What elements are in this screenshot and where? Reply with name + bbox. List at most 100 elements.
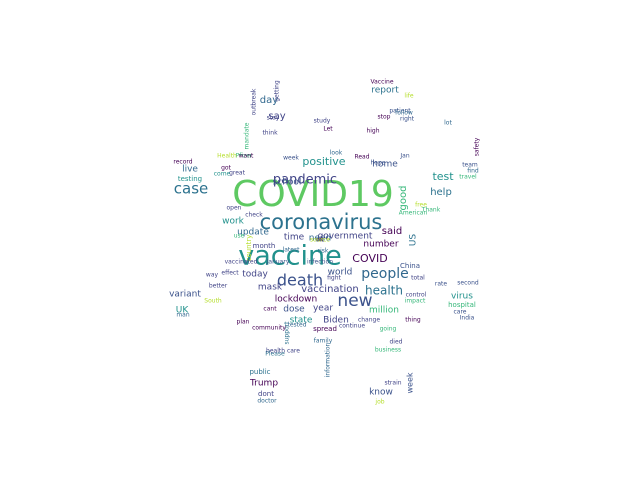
cloud-word: want [239,153,254,160]
cloud-word: job [374,399,384,406]
cloud-word: think [262,130,278,137]
cloud-word: today [242,270,268,280]
cloud-word: doctor [257,398,277,405]
cloud-word: got [221,165,231,172]
cloud-word: Trump [249,379,278,389]
cloud-word: change [358,317,380,324]
cloud-word: free [415,202,427,209]
cloud-word: rate [435,281,447,288]
cloud-word: death [277,271,323,290]
cloud-word: public [249,368,270,376]
cloud-word: died [390,339,403,346]
cloud-word: latest [283,247,301,254]
cloud-word: virus [451,292,473,302]
cloud-word: vaccinated [225,259,258,266]
cloud-word: getting [274,80,281,102]
cloud-word: case [174,180,208,198]
cloud-word: variant [169,290,201,300]
cloud-word: said [382,226,402,237]
cloud-word: team [462,162,478,169]
cloud-word: update [237,228,269,238]
cloud-word: community [252,325,286,332]
cloud-word: state [290,316,313,326]
cloud-word: Pfizer [236,153,253,160]
cloud-word: million [369,306,399,316]
cloud-word: cant [263,306,277,313]
cloud-word: India [460,315,475,322]
cloud-word: January [266,259,290,266]
cloud-word: look [330,150,343,157]
cloud-word: use [234,233,245,240]
cloud-word: Please [265,351,285,358]
cloud-word: great [229,170,246,177]
cloud-word: home [372,160,398,170]
cloud-word: China [400,262,420,270]
cloud-word: Biden [323,316,349,326]
cloud-word: COVID19 [232,174,394,215]
cloud-word: care [453,309,466,316]
cloud-word: lot [444,120,452,127]
cloud-word: study [314,118,331,125]
cloud-word: information [325,342,332,377]
cloud-word: check [245,212,263,219]
cloud-word: travel [459,174,477,181]
cloud-word: second [457,280,479,287]
cloud-word: year [313,304,333,314]
cloud-word: strain [384,380,401,387]
cloud-word: lockdown [275,295,317,305]
cloud-word: control [406,292,427,299]
cloud-word: American [399,210,428,217]
cloud-word: follow [395,110,413,117]
cloud-word: US [409,234,419,247]
cloud-word: continue [339,323,365,330]
cloud-word: better [209,283,228,290]
cloud-word: Health [217,153,237,160]
cloud-word: help [430,187,452,198]
cloud-word: Let [323,126,333,133]
cloud-word: government [318,232,373,242]
cloud-word: COVID [352,252,387,265]
cloud-word: week [406,372,415,393]
cloud-word: vaccine [238,241,341,272]
cloud-word: people [361,266,408,282]
cloud-word: impact [405,298,426,305]
cloud-word: coronavirus [260,210,383,234]
cloud-word: time [284,233,305,243]
cloud-word: going [380,326,397,333]
cloud-word: pandemic [273,173,337,188]
cloud-word: testing [178,175,202,183]
cloud-word: hope [371,160,386,167]
cloud-word: South [204,298,222,305]
cloud-word: school [273,178,302,188]
cloud-word: way [206,272,219,279]
cloud-word: month [253,242,276,250]
cloud-word: man [176,312,190,319]
cloud-word: test [432,170,454,183]
cloud-word: risk [318,248,329,255]
cloud-word: tested [287,322,306,329]
cloud-word: total [411,275,425,282]
cloud-word: report [371,86,399,96]
cloud-word: week [283,155,299,162]
cloud-word: work [222,217,245,227]
cloud-word: Jan [399,153,409,160]
cloud-word: thing [405,317,421,324]
cloud-word: right [400,116,415,123]
cloud-word: dont [258,390,274,398]
cloud-word: family [314,338,333,345]
cloud-word: business [375,347,401,354]
cloud-word: spread [313,325,337,333]
cloud-word: die [315,237,324,244]
cloud-word: say [268,111,285,122]
cloud-word: health care [266,348,300,355]
cloud-word: UK [176,306,190,316]
cloud-word: live [182,165,198,175]
cloud-word: find [467,168,479,175]
cloud-word: vaccination [301,284,358,295]
cloud-word: source [310,237,330,244]
cloud-word: good [398,186,409,211]
cloud-word: health [365,284,403,298]
cloud-word: hospital [448,301,476,309]
